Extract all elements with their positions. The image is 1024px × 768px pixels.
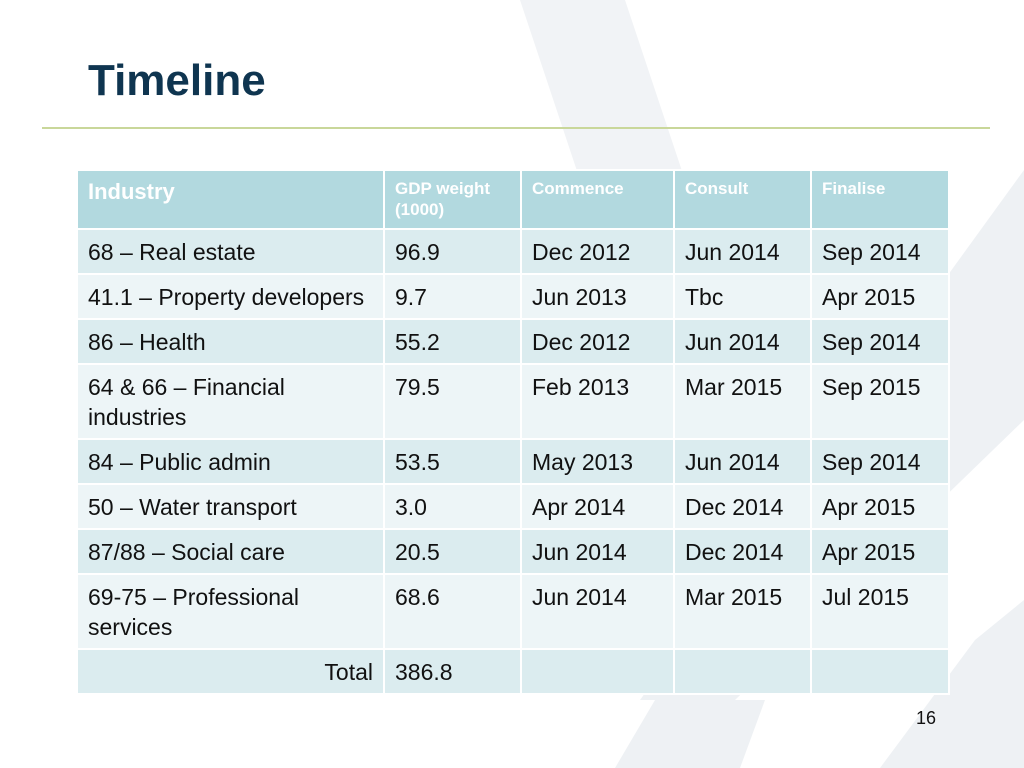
cell-industry: 64 & 66 – Financial industries <box>76 363 385 440</box>
total-row: Total 386.8 <box>76 648 950 695</box>
cell-finalise: Sep 2015 <box>810 363 950 440</box>
cell-gdp-weight: 3.0 <box>383 483 522 530</box>
title-divider <box>42 127 990 129</box>
cell-industry: 84 – Public admin <box>76 438 385 485</box>
cell-industry: 86 – Health <box>76 318 385 365</box>
cell-finalise: Apr 2015 <box>810 528 950 575</box>
cell-consult: Dec 2014 <box>673 483 812 530</box>
cell-commence: Jun 2014 <box>520 573 675 650</box>
header-gdp-weight: GDP weight (1000) <box>383 169 522 230</box>
empty-cell <box>673 648 812 695</box>
cell-commence: Dec 2012 <box>520 228 675 275</box>
cell-consult: Jun 2014 <box>673 438 812 485</box>
header-commence: Commence <box>520 169 675 230</box>
empty-cell <box>520 648 675 695</box>
table-row: 64 & 66 – Financial industries 79.5 Feb … <box>76 363 950 440</box>
cell-commence: Feb 2013 <box>520 363 675 440</box>
timeline-table: Industry GDP weight (1000) Commence Cons… <box>76 169 950 695</box>
cell-industry: 68 – Real estate <box>76 228 385 275</box>
cell-finalise: Jul 2015 <box>810 573 950 650</box>
cell-gdp-weight: 79.5 <box>383 363 522 440</box>
table-row: 50 – Water transport 3.0 Apr 2014 Dec 20… <box>76 483 950 530</box>
cell-commence: Jun 2013 <box>520 273 675 320</box>
cell-consult: Tbc <box>673 273 812 320</box>
cell-consult: Jun 2014 <box>673 228 812 275</box>
cell-commence: May 2013 <box>520 438 675 485</box>
cell-consult: Mar 2015 <box>673 363 812 440</box>
table-row: 68 – Real estate 96.9 Dec 2012 Jun 2014 … <box>76 228 950 275</box>
table-row: 87/88 – Social care 20.5 Jun 2014 Dec 20… <box>76 528 950 575</box>
cell-finalise: Apr 2015 <box>810 483 950 530</box>
cell-gdp-weight: 68.6 <box>383 573 522 650</box>
page-number: 16 <box>915 708 936 728</box>
table-row: 84 – Public admin 53.5 May 2013 Jun 2014… <box>76 438 950 485</box>
cell-consult: Mar 2015 <box>673 573 812 650</box>
cell-commence: Dec 2012 <box>520 318 675 365</box>
table-row: 69-75 – Professional services 68.6 Jun 2… <box>76 573 950 650</box>
header-consult: Consult <box>673 169 812 230</box>
cell-industry: 41.1 – Property developers <box>76 273 385 320</box>
header-finalise: Finalise <box>810 169 950 230</box>
empty-cell <box>810 648 950 695</box>
total-value: 386.8 <box>383 648 522 695</box>
cell-finalise: Sep 2014 <box>810 228 950 275</box>
cell-industry: 87/88 – Social care <box>76 528 385 575</box>
table-row: 41.1 – Property developers 9.7 Jun 2013 … <box>76 273 950 320</box>
total-label: Total <box>76 648 385 695</box>
cell-gdp-weight: 96.9 <box>383 228 522 275</box>
cell-gdp-weight: 9.7 <box>383 273 522 320</box>
cell-finalise: Apr 2015 <box>810 273 950 320</box>
header-industry: Industry <box>76 169 385 230</box>
cell-industry: 50 – Water transport <box>76 483 385 530</box>
cell-gdp-weight: 20.5 <box>383 528 522 575</box>
cell-finalise: Sep 2014 <box>810 438 950 485</box>
cell-gdp-weight: 53.5 <box>383 438 522 485</box>
cell-industry: 69-75 – Professional services <box>76 573 385 650</box>
slide-title: Timeline <box>88 56 266 105</box>
cell-commence: Jun 2014 <box>520 528 675 575</box>
cell-consult: Dec 2014 <box>673 528 812 575</box>
table-row: 86 – Health 55.2 Dec 2012 Jun 2014 Sep 2… <box>76 318 950 365</box>
cell-finalise: Sep 2014 <box>810 318 950 365</box>
cell-commence: Apr 2014 <box>520 483 675 530</box>
table-header-row: Industry GDP weight (1000) Commence Cons… <box>76 169 950 230</box>
cell-consult: Jun 2014 <box>673 318 812 365</box>
cell-gdp-weight: 55.2 <box>383 318 522 365</box>
